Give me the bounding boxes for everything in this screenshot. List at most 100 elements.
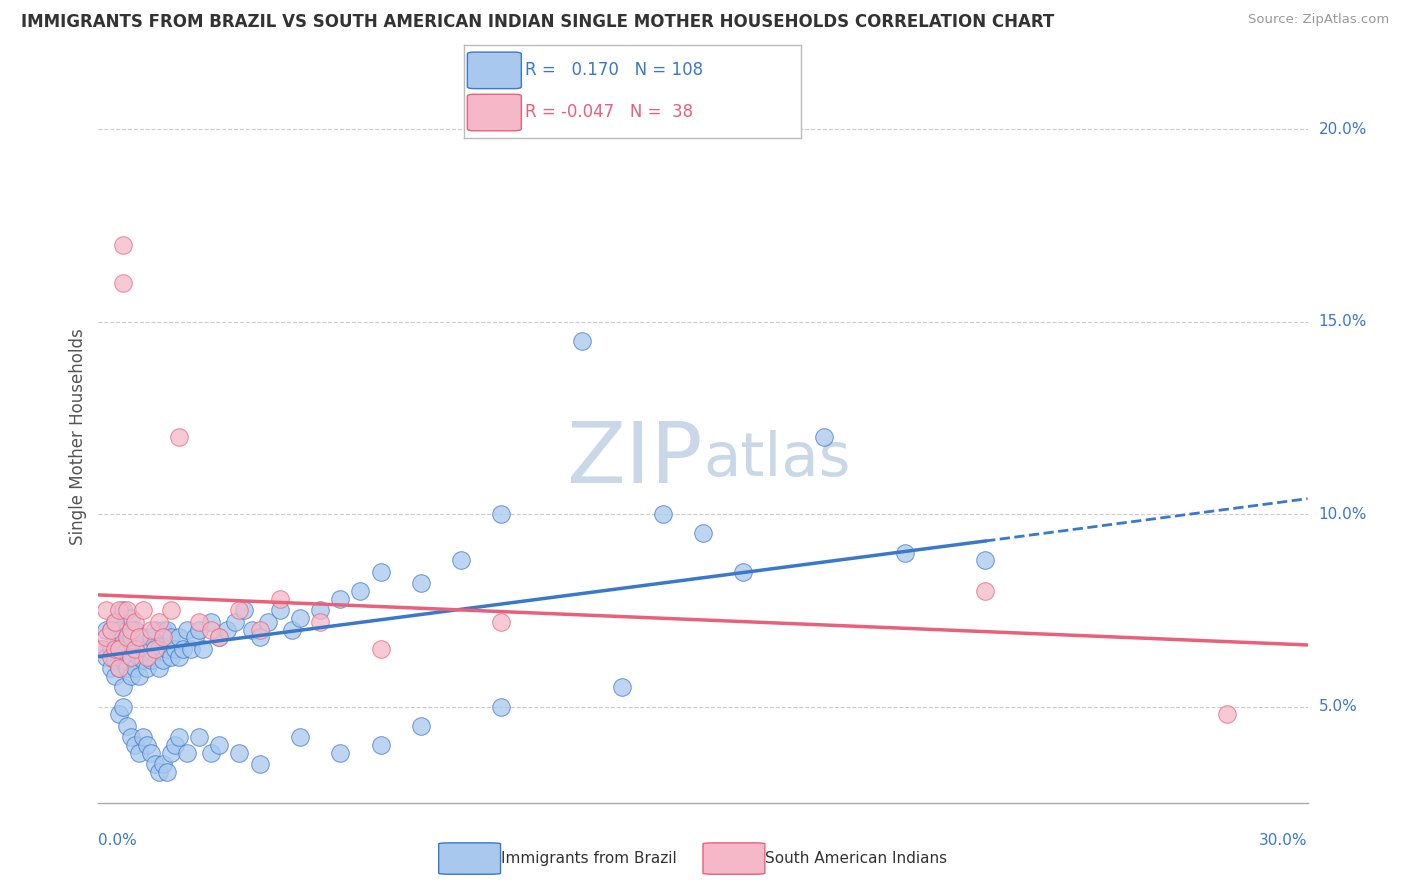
Point — [974, 584, 997, 599]
Text: 30.0%: 30.0% — [1260, 833, 1308, 848]
Point — [143, 641, 166, 656]
Point — [103, 653, 125, 667]
Point — [91, 641, 114, 656]
Point — [115, 630, 138, 644]
Point — [309, 603, 332, 617]
Point — [124, 738, 146, 752]
Point — [240, 623, 263, 637]
Point — [111, 630, 134, 644]
Point — [184, 630, 207, 644]
Point — [120, 649, 142, 664]
Text: 0.0%: 0.0% — [98, 833, 138, 848]
Point — [100, 623, 122, 637]
Point — [124, 641, 146, 656]
Point — [148, 615, 170, 629]
Point — [132, 603, 155, 617]
Point — [200, 623, 222, 637]
Point — [269, 603, 291, 617]
Point — [249, 623, 271, 637]
Point — [132, 630, 155, 644]
Point — [132, 731, 155, 745]
Point — [309, 615, 332, 629]
Point — [120, 731, 142, 745]
Point — [128, 630, 150, 644]
Point — [160, 746, 183, 760]
Point — [208, 630, 231, 644]
Point — [107, 707, 129, 722]
Point — [107, 661, 129, 675]
Point — [329, 591, 352, 606]
Point — [163, 641, 186, 656]
Point — [167, 731, 190, 745]
Point — [450, 553, 472, 567]
Point — [111, 699, 134, 714]
Point — [152, 623, 174, 637]
Point — [100, 649, 122, 664]
Point — [111, 653, 134, 667]
Point — [974, 553, 997, 567]
Point — [167, 430, 190, 444]
Point — [107, 641, 129, 656]
Point — [132, 653, 155, 667]
Point — [172, 641, 194, 656]
Point — [111, 276, 134, 290]
Point — [107, 641, 129, 656]
Point — [111, 603, 134, 617]
Point — [115, 661, 138, 675]
Point — [200, 746, 222, 760]
Point — [103, 641, 125, 656]
Point — [167, 630, 190, 644]
Point — [124, 641, 146, 656]
Point — [612, 681, 634, 695]
FancyBboxPatch shape — [467, 52, 522, 88]
Point — [143, 757, 166, 772]
Point — [692, 526, 714, 541]
Point — [176, 746, 198, 760]
Point — [409, 576, 432, 591]
Point — [329, 746, 352, 760]
Point — [96, 623, 118, 637]
Point — [124, 661, 146, 675]
Text: 20.0%: 20.0% — [1319, 121, 1367, 136]
FancyBboxPatch shape — [439, 843, 501, 874]
Point — [124, 623, 146, 637]
Point — [103, 615, 125, 629]
Point — [167, 649, 190, 664]
Point — [111, 681, 134, 695]
Point — [1216, 707, 1239, 722]
Point — [135, 649, 157, 664]
Point — [115, 603, 138, 617]
Point — [208, 630, 231, 644]
Point — [111, 237, 134, 252]
Point — [288, 731, 311, 745]
Point — [156, 641, 179, 656]
Point — [188, 623, 211, 637]
Point — [156, 764, 179, 779]
Point — [115, 719, 138, 733]
Y-axis label: Single Mother Households: Single Mother Households — [69, 329, 87, 545]
Point — [96, 649, 118, 664]
Point — [148, 764, 170, 779]
Point — [135, 738, 157, 752]
Point — [139, 630, 162, 644]
Point — [107, 603, 129, 617]
Text: ZIP: ZIP — [567, 417, 703, 500]
Point — [128, 746, 150, 760]
Point — [103, 615, 125, 629]
Point — [200, 615, 222, 629]
Point — [135, 661, 157, 675]
Point — [188, 731, 211, 745]
Point — [120, 611, 142, 625]
Point — [281, 623, 304, 637]
Point — [813, 430, 835, 444]
Text: R =   0.170   N = 108: R = 0.170 N = 108 — [524, 61, 703, 78]
Point — [107, 661, 129, 675]
Point — [217, 623, 239, 637]
Point — [124, 615, 146, 629]
Point — [224, 615, 246, 629]
Point — [120, 630, 142, 644]
Point — [208, 738, 231, 752]
Point — [120, 649, 142, 664]
Point — [160, 649, 183, 664]
Point — [107, 623, 129, 637]
